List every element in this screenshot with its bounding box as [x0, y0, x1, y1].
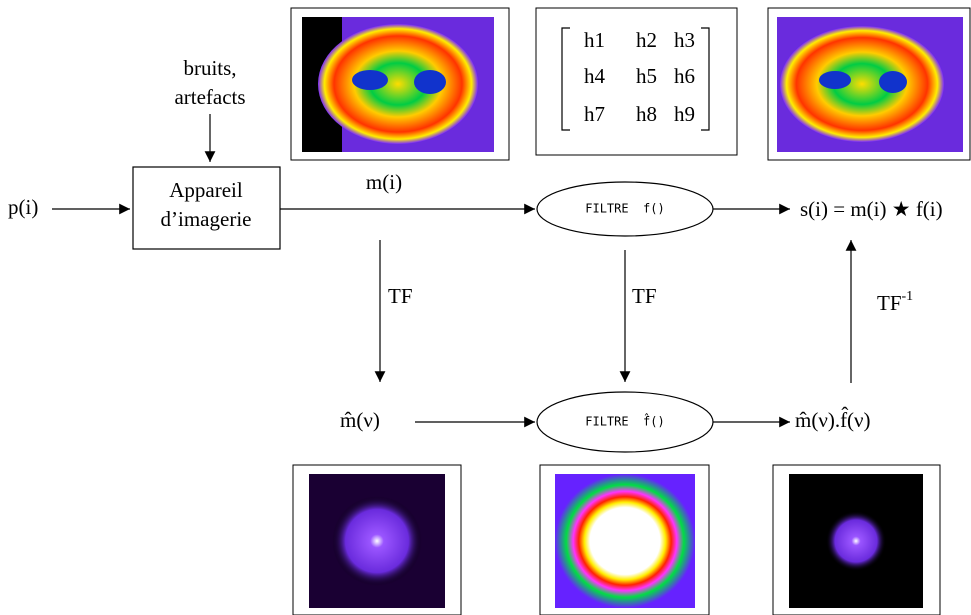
kernel-cell: h8 [636, 102, 657, 126]
inverse-exponent: -1 [902, 289, 914, 304]
input-label: p(i) [8, 195, 38, 219]
image-filter [540, 465, 709, 615]
transform-label: TF [388, 284, 413, 308]
image-spectrum [293, 465, 461, 615]
spectrum-label: m̂(ν) [340, 408, 380, 432]
noise-label: bruits, [183, 56, 236, 80]
filter-label: FILTRE f̂() [585, 412, 664, 429]
kernel-cell: h1 [584, 28, 605, 52]
kernel-cell: h3 [674, 28, 695, 52]
signal-label: m(i) [366, 170, 402, 194]
image-input [291, 8, 509, 160]
kernel-cell: h9 [674, 102, 695, 126]
device-label: Appareil [169, 178, 243, 202]
filter-label: FILTRE f() [585, 202, 664, 216]
transform-label: TF [632, 284, 657, 308]
kernel-matrix: h1 h2 h3 h4 h5 h6 h7 h8 h9 [536, 8, 737, 155]
image-output [768, 8, 970, 160]
device-label: d’imagerie [161, 207, 252, 231]
kernel-cell: h2 [636, 28, 657, 52]
output-label: s(i) = m(i) ★ f(i) [800, 197, 943, 221]
inverse-base: TF [877, 291, 902, 315]
diagram: h1 h2 h3 h4 h5 h6 h7 h8 h9 bruits, artef… [0, 0, 971, 615]
image-product [773, 465, 940, 615]
kernel-cell: h6 [674, 64, 695, 88]
kernel-cell: h5 [636, 64, 657, 88]
product-label: m̂(ν).f̂(ν) [795, 407, 871, 432]
noise-label: artefacts [174, 85, 245, 109]
kernel-cell: h7 [584, 102, 605, 126]
kernel-cell: h4 [584, 64, 606, 88]
inverse-transform-label: TF-1 [877, 289, 913, 315]
